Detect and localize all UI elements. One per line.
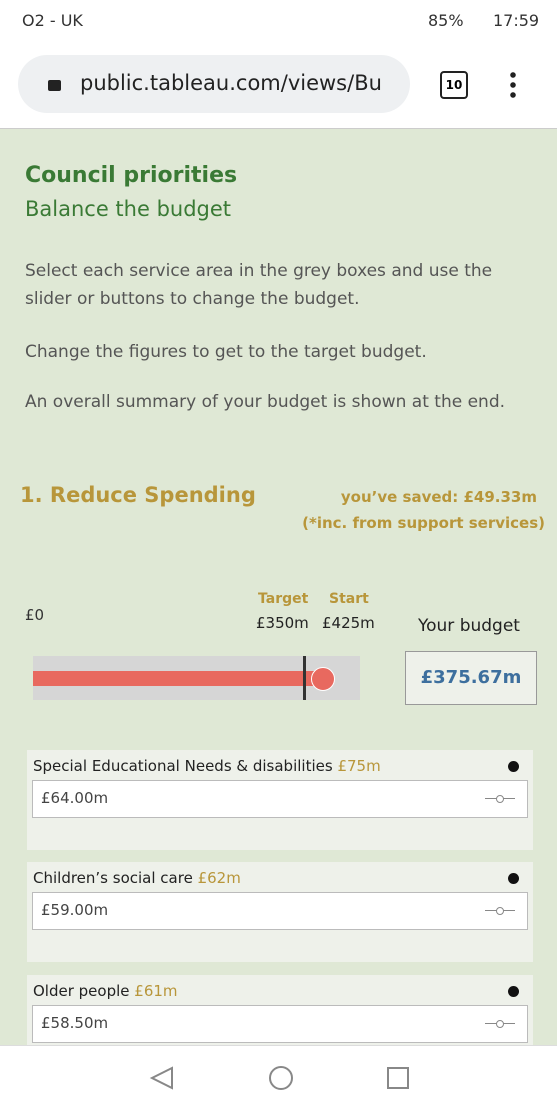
dot <box>508 986 519 997</box>
service-item[interactable]: Special Educational Needs & disabilities… <box>27 750 533 850</box>
service-name: Special Educational Needs & disabilities… <box>33 757 381 775</box>
slider-icon[interactable] <box>485 1020 515 1028</box>
intro: Select each service area in the grey box… <box>25 261 493 309</box>
nav-bar <box>0 1045 557 1111</box>
time: 17:59 <box>493 11 540 30</box>
recents[interactable] <box>387 1067 409 1089</box>
start-label: Start <box>329 591 369 607</box>
section-title: 1. Reduce Spending <box>20 483 256 507</box>
budget-handle[interactable] <box>311 667 335 691</box>
url: public.tableau.com/views/Bu <box>80 71 382 95</box>
service-name: Older people £61m <box>33 982 178 1000</box>
home[interactable] <box>269 1066 293 1090</box>
note: (*inc. from support services) <box>302 514 545 532</box>
target: £350m <box>256 614 309 632</box>
value: £64.00m <box>41 789 109 807</box>
service-budget: £62m <box>197 869 241 887</box>
saved: you’ve saved: £49.33m <box>340 488 537 506</box>
value-input[interactable]: £64.00m <box>32 780 528 818</box>
value: £59.00m <box>41 901 109 919</box>
nav-icons <box>149 1066 409 1090</box>
budget-fill <box>33 671 322 686</box>
service-item[interactable]: Children’s social care £62m £59.00m <box>27 862 533 962</box>
value: £58.50m <box>41 1014 109 1032</box>
intro: An overall summary of your budget is sho… <box>25 392 506 412</box>
service-budget: £61m <box>134 982 178 1000</box>
dot <box>508 873 519 884</box>
dot <box>508 761 519 772</box>
subtitle: Balance the budget <box>25 197 232 221</box>
service-name: Children’s social care £62m <box>33 869 241 887</box>
menu[interactable] <box>510 70 516 98</box>
carrier: O2 - UK <box>22 11 83 30</box>
start: £425m <box>322 614 375 632</box>
value-input[interactable]: £58.50m <box>32 1005 528 1043</box>
tab-count[interactable]: 10 <box>440 71 468 99</box>
service-name-text: Older people <box>33 982 130 1000</box>
lock-icon <box>48 80 61 91</box>
your-budget: £375.67m <box>405 651 537 705</box>
title: Council priorities <box>25 163 238 188</box>
back[interactable] <box>149 1066 173 1090</box>
target-label: Target <box>258 591 309 607</box>
your-budget-label: Your budget <box>418 616 520 636</box>
zero-label: £0 <box>25 606 45 624</box>
value-input[interactable]: £59.00m <box>32 892 528 930</box>
slider-icon[interactable] <box>485 795 515 803</box>
url-bar[interactable]: public.tableau.com/views/Bu <box>18 55 410 113</box>
target-line <box>303 656 306 700</box>
battery: 85% <box>428 11 464 30</box>
service-name-text: Special Educational Needs & disabilities <box>33 757 333 775</box>
intro: Change the figures to get to the target … <box>25 342 427 362</box>
service-name-text: Children’s social care <box>33 869 193 887</box>
slider-icon[interactable] <box>485 907 515 915</box>
service-budget: £75m <box>337 757 381 775</box>
